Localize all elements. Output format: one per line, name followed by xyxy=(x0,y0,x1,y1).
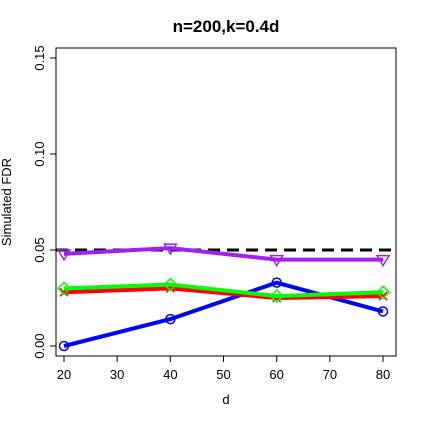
x-tick-label: 50 xyxy=(216,367,230,382)
data-point xyxy=(165,313,176,325)
x-tick-label: 30 xyxy=(110,367,124,382)
x-tick-label: 40 xyxy=(163,367,177,382)
y-tick-label: 0.15 xyxy=(32,45,47,70)
data-point xyxy=(163,277,178,292)
data-point xyxy=(269,254,284,268)
x-tick-label: 80 xyxy=(376,367,390,382)
x-tick-label: 20 xyxy=(57,367,71,382)
data-point xyxy=(375,285,391,300)
series-group xyxy=(56,243,391,352)
data-point xyxy=(163,243,178,256)
y-tick-label: 0.00 xyxy=(32,333,47,358)
plot-frame xyxy=(55,47,397,357)
data-point xyxy=(377,306,389,317)
series-line xyxy=(63,286,384,300)
data-point xyxy=(56,249,72,262)
y-axis-label: Simulated FDR xyxy=(0,158,14,246)
y-tick-label: 0.10 xyxy=(32,141,47,166)
series-triangle-down xyxy=(56,243,391,268)
x-tick-label: 70 xyxy=(323,367,337,382)
series-line xyxy=(63,246,383,262)
data-point xyxy=(56,281,72,296)
data-point xyxy=(58,340,70,352)
x-axis: 20 30 40 50 60 70 80 xyxy=(57,355,390,382)
series-diamond xyxy=(56,277,391,304)
x-tick-label: 60 xyxy=(269,367,283,382)
x-axis-label: d xyxy=(222,392,229,407)
data-point xyxy=(271,277,282,288)
y-tick-label: 0.05 xyxy=(32,237,47,262)
y-axis: 0.00 0.05 0.10 0.15 xyxy=(32,45,57,359)
data-point xyxy=(269,289,284,304)
chart-title: n=200,k=0.4d xyxy=(173,17,280,36)
series-line xyxy=(63,282,384,299)
data-point xyxy=(375,254,391,268)
